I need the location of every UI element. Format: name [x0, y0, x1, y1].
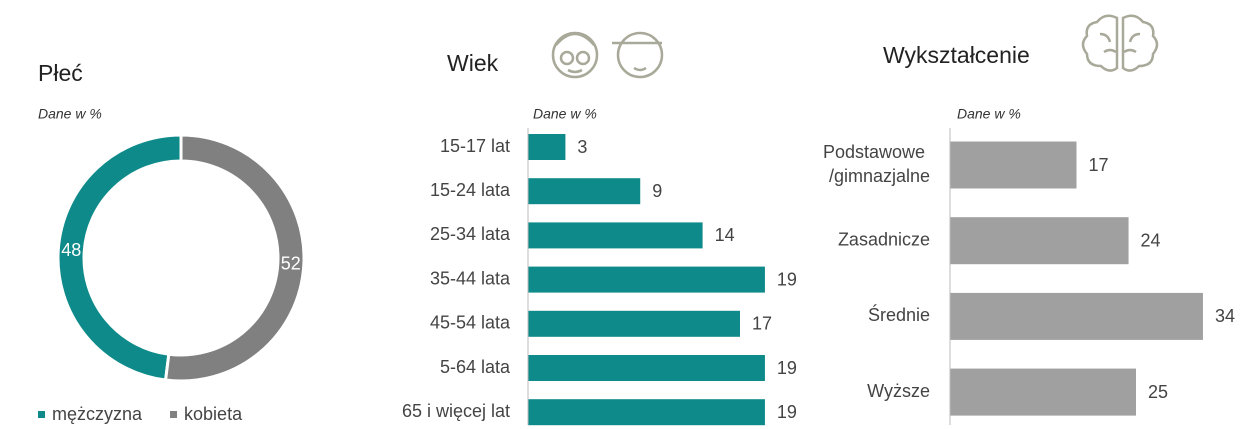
bar [528, 178, 641, 205]
bar [528, 134, 566, 160]
chart-subtitle: Dane w % [957, 106, 1021, 122]
bar [950, 368, 1136, 416]
data-label: 17 [752, 314, 772, 334]
donut-segment [163, 133, 306, 383]
category-label: 45-54 lata [430, 313, 511, 333]
chart-title: Płeć [38, 60, 83, 86]
bar [950, 217, 1129, 265]
data-label: 17 [1088, 155, 1108, 175]
data-label: 24 [1141, 230, 1161, 250]
legend-swatch [38, 411, 45, 418]
data-label: 9 [652, 181, 662, 201]
category-label: 15-17 lat [440, 136, 510, 156]
data-label: 14 [715, 225, 735, 245]
category-label: 5-64 lata [440, 357, 511, 377]
bar [528, 310, 740, 337]
brain-icon [1081, 14, 1159, 72]
data-label: 48 [61, 240, 81, 260]
category-label: Średnie [868, 304, 930, 325]
data-label: 19 [777, 269, 797, 289]
data-label: 19 [777, 402, 797, 422]
bar [528, 266, 765, 293]
category-label: Zasadnicze [838, 229, 930, 249]
category-label: Wyższe [867, 381, 930, 401]
chart-subtitle: Dane w % [533, 106, 597, 122]
chart-title: Wykształcenie [883, 42, 1030, 68]
category-label: 65 i więcej lat [402, 401, 510, 421]
data-label: 52 [281, 254, 301, 274]
legend-label: kobieta [184, 404, 243, 424]
bar [528, 222, 703, 249]
legend-swatch [170, 411, 178, 418]
age-icon [551, 31, 664, 79]
data-label: 19 [777, 358, 797, 378]
category-label: Podstawowe /gimnazjalne [823, 142, 930, 186]
bar [528, 399, 765, 426]
bar [950, 292, 1203, 340]
category-label-line: Podstawowe [823, 142, 930, 162]
category-label: 35-44 lata [430, 268, 511, 288]
donut-segment [56, 133, 183, 382]
data-label: 3 [577, 137, 587, 157]
category-label-line: /gimnazjalne [829, 166, 930, 186]
category-label: 25-34 lata [430, 224, 511, 244]
bar [528, 355, 765, 381]
bar [950, 141, 1077, 189]
chart-title: Wiek [447, 50, 499, 76]
data-label: 34 [1215, 306, 1235, 326]
data-label: 25 [1148, 382, 1168, 402]
category-label: 15-24 lata [430, 180, 511, 200]
legend-label: mężczyzna [52, 404, 143, 424]
chart-subtitle: Dane w % [38, 106, 102, 122]
